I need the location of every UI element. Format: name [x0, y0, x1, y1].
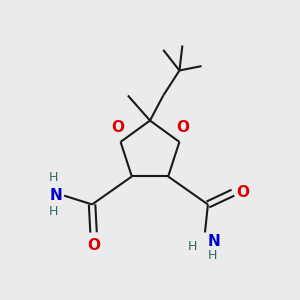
Text: N: N: [208, 234, 221, 249]
Text: H: H: [49, 171, 58, 184]
Text: O: O: [236, 185, 249, 200]
Text: N: N: [50, 188, 63, 202]
Text: O: O: [176, 120, 189, 135]
Text: O: O: [111, 120, 124, 135]
Text: H: H: [188, 240, 198, 253]
Text: H: H: [208, 249, 217, 262]
Text: O: O: [87, 238, 100, 253]
Text: H: H: [49, 205, 58, 218]
